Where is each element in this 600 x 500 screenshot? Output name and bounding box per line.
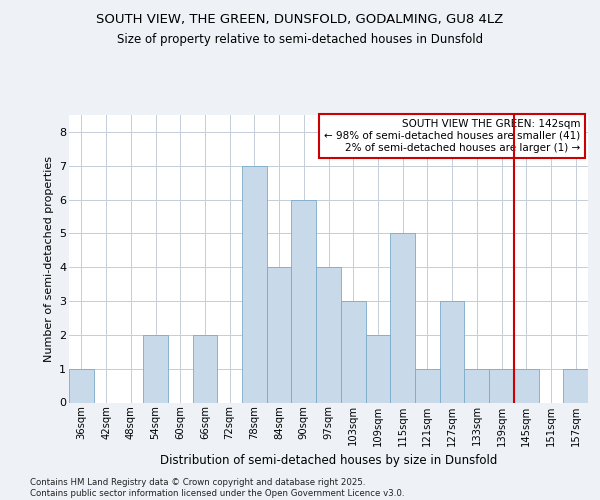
Y-axis label: Number of semi-detached properties: Number of semi-detached properties — [44, 156, 53, 362]
X-axis label: Distribution of semi-detached houses by size in Dunsfold: Distribution of semi-detached houses by … — [160, 454, 497, 467]
Bar — [365, 335, 390, 402]
Bar — [390, 234, 415, 402]
Bar — [292, 200, 316, 402]
Bar — [415, 368, 440, 402]
Bar — [514, 368, 539, 402]
Bar — [316, 267, 341, 402]
Text: SOUTH VIEW, THE GREEN, DUNSFOLD, GODALMING, GU8 4LZ: SOUTH VIEW, THE GREEN, DUNSFOLD, GODALMI… — [97, 12, 503, 26]
Bar — [341, 301, 365, 402]
Bar — [464, 368, 489, 402]
Bar — [563, 368, 588, 402]
Bar — [193, 335, 217, 402]
Text: SOUTH VIEW THE GREEN: 142sqm
← 98% of semi-detached houses are smaller (41)
2% o: SOUTH VIEW THE GREEN: 142sqm ← 98% of se… — [324, 120, 580, 152]
Bar — [242, 166, 267, 402]
Bar — [69, 368, 94, 402]
Bar — [489, 368, 514, 402]
Text: Contains HM Land Registry data © Crown copyright and database right 2025.
Contai: Contains HM Land Registry data © Crown c… — [30, 478, 404, 498]
Bar — [440, 301, 464, 402]
Bar — [267, 267, 292, 402]
Bar — [143, 335, 168, 402]
Text: Size of property relative to semi-detached houses in Dunsfold: Size of property relative to semi-detach… — [117, 32, 483, 46]
